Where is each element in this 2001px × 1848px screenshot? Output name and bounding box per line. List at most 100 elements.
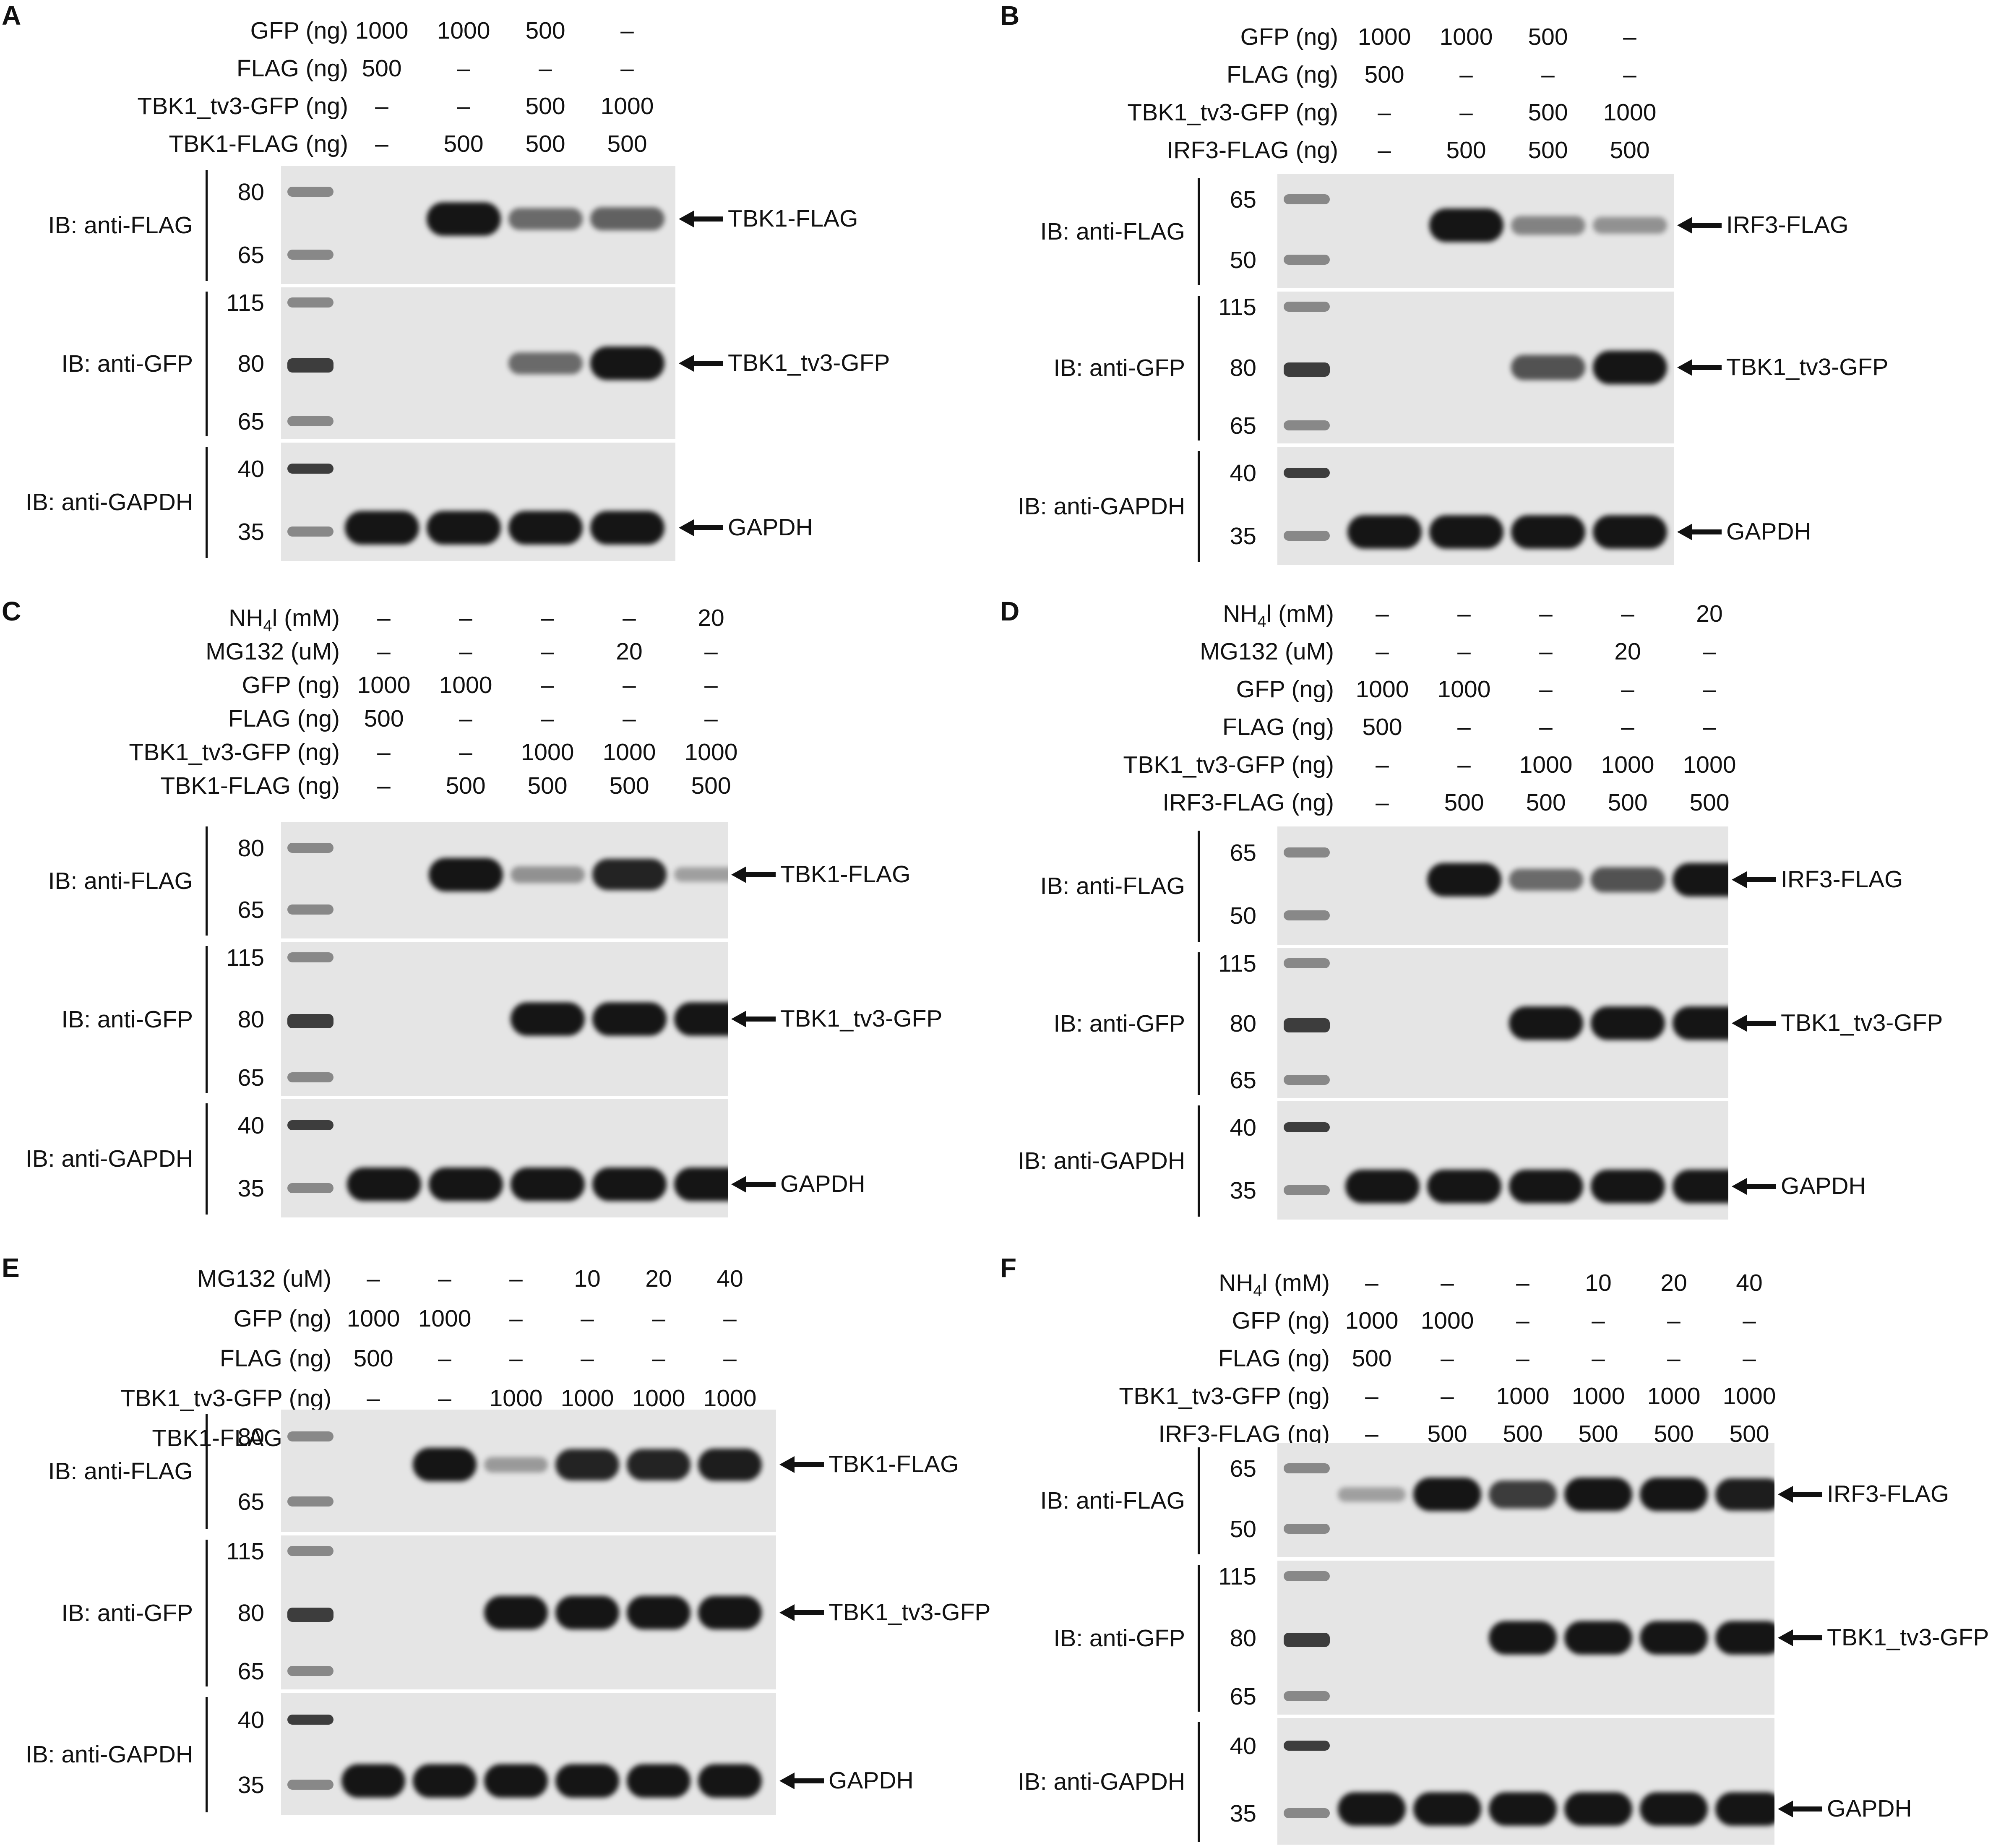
blot-irf3-flag xyxy=(1277,1443,1774,1557)
condition-value: 500 xyxy=(1610,137,1650,164)
bracket-line xyxy=(1198,296,1200,440)
mw-marker: 80 xyxy=(237,179,264,206)
condition-value: – xyxy=(581,1345,594,1372)
condition-label: TBK1_tv3-GFP (ng) xyxy=(129,739,340,766)
ib-label: IB: anti-FLAG xyxy=(48,212,193,239)
ib-label: IB: anti-GFP xyxy=(1053,1010,1185,1037)
condition-value: 1000 xyxy=(1496,1383,1550,1410)
condition-value: – xyxy=(1667,1307,1681,1334)
condition-value: – xyxy=(1592,1307,1605,1334)
condition-value: – xyxy=(1457,600,1471,627)
condition-value: 1000 xyxy=(560,1385,614,1412)
blot-gapdh xyxy=(281,1099,728,1217)
condition-value: 500 xyxy=(1362,714,1402,740)
mw-marker: 50 xyxy=(1230,1516,1256,1543)
bracket-line xyxy=(1198,451,1200,562)
condition-value: – xyxy=(723,1345,737,1372)
mw-marker: 80 xyxy=(1230,1010,1256,1037)
condition-value: – xyxy=(375,93,388,120)
condition-value: – xyxy=(1441,1383,1454,1410)
band xyxy=(1590,867,1665,892)
mw-marker: 35 xyxy=(237,1772,264,1798)
condition-value: – xyxy=(1516,1307,1529,1334)
band xyxy=(1672,1170,1728,1204)
condition-value: – xyxy=(1539,676,1553,703)
condition-label: MG132 (uM) xyxy=(1200,638,1334,665)
condition-value: 20 xyxy=(1660,1269,1687,1296)
condition-value: – xyxy=(509,1265,523,1292)
mw-marker: 35 xyxy=(237,518,264,545)
arrow-icon xyxy=(779,1603,826,1624)
condition-value: – xyxy=(541,638,554,665)
condition-value: – xyxy=(723,1305,737,1332)
condition-value: – xyxy=(459,605,472,631)
condition-value: 1000 xyxy=(418,1305,472,1332)
condition-value: – xyxy=(704,672,718,699)
condition-value: – xyxy=(1703,638,1716,665)
condition-value: – xyxy=(1539,600,1553,627)
ib-label: IB: anti-GAPDH xyxy=(1017,493,1185,520)
mw-marker: 65 xyxy=(1230,412,1256,439)
band xyxy=(590,207,664,231)
condition-label: FLAG (ng) xyxy=(219,1345,331,1372)
ladder-mark xyxy=(287,1715,334,1725)
condition-label: GFP (ng) xyxy=(1236,676,1334,703)
band xyxy=(1413,1478,1481,1512)
condition-value: 20 xyxy=(698,605,724,631)
mw-marker: 40 xyxy=(237,1112,264,1139)
condition-value: 1000 xyxy=(439,672,492,699)
condition-value: – xyxy=(623,672,636,699)
condition-value: 500 xyxy=(1528,99,1568,126)
band xyxy=(428,858,503,891)
condition-value: 1000 xyxy=(489,1385,543,1412)
target-label: IRF3-FLAG xyxy=(1726,211,1849,239)
ladder-mark xyxy=(287,416,334,426)
mw-marker: 50 xyxy=(1230,902,1256,929)
ib-label: IB: anti-GAPDH xyxy=(25,489,193,516)
ladder-mark xyxy=(1284,1185,1330,1195)
ladder-mark xyxy=(287,842,334,853)
target-label: TBK1_tv3-GFP xyxy=(1726,354,1889,381)
band xyxy=(1672,863,1728,897)
condition-value: 500 xyxy=(1689,789,1730,816)
condition-value: 500 xyxy=(527,772,568,799)
band xyxy=(347,1168,421,1202)
ib-label: IB: anti-GFP xyxy=(1053,1624,1185,1652)
band xyxy=(674,1168,728,1202)
ib-label: IB: anti-GAPDH xyxy=(1017,1147,1185,1174)
condition-value: – xyxy=(1459,99,1473,126)
condition-value: 500 xyxy=(446,772,486,799)
band xyxy=(590,347,664,380)
condition-value: 500 xyxy=(1608,789,1648,816)
condition-value: 1000 xyxy=(347,1305,400,1332)
bracket-line xyxy=(206,1103,208,1215)
condition-value: – xyxy=(377,739,391,766)
band xyxy=(508,352,583,375)
condition-value: – xyxy=(581,1305,594,1332)
ib-label: IB: anti-GFP xyxy=(1053,354,1185,381)
ladder-mark xyxy=(1284,1571,1330,1581)
condition-value: 20 xyxy=(1696,600,1723,627)
condition-value: 1000 xyxy=(1345,1307,1399,1334)
ib-label: IB: anti-FLAG xyxy=(1040,1487,1185,1514)
band xyxy=(426,511,501,545)
condition-value: – xyxy=(1457,638,1471,665)
mw-marker: 35 xyxy=(1230,522,1256,550)
band xyxy=(555,1764,619,1798)
condition-value: 1000 xyxy=(1601,751,1654,778)
condition-value: 40 xyxy=(1736,1269,1763,1296)
band xyxy=(341,1764,405,1798)
condition-value: – xyxy=(1621,714,1634,740)
band xyxy=(1592,217,1667,234)
condition-value: – xyxy=(1621,676,1634,703)
bracket-line xyxy=(1198,1565,1200,1712)
band xyxy=(1672,1006,1728,1040)
mw-marker: 50 xyxy=(1230,247,1256,274)
band xyxy=(1347,515,1422,549)
condition-value: – xyxy=(1623,61,1636,88)
condition-value: – xyxy=(1516,1269,1529,1296)
mw-marker: 115 xyxy=(1218,950,1256,977)
band xyxy=(1511,355,1585,380)
condition-value: – xyxy=(438,1385,451,1412)
mw-marker: 65 xyxy=(237,1064,264,1091)
